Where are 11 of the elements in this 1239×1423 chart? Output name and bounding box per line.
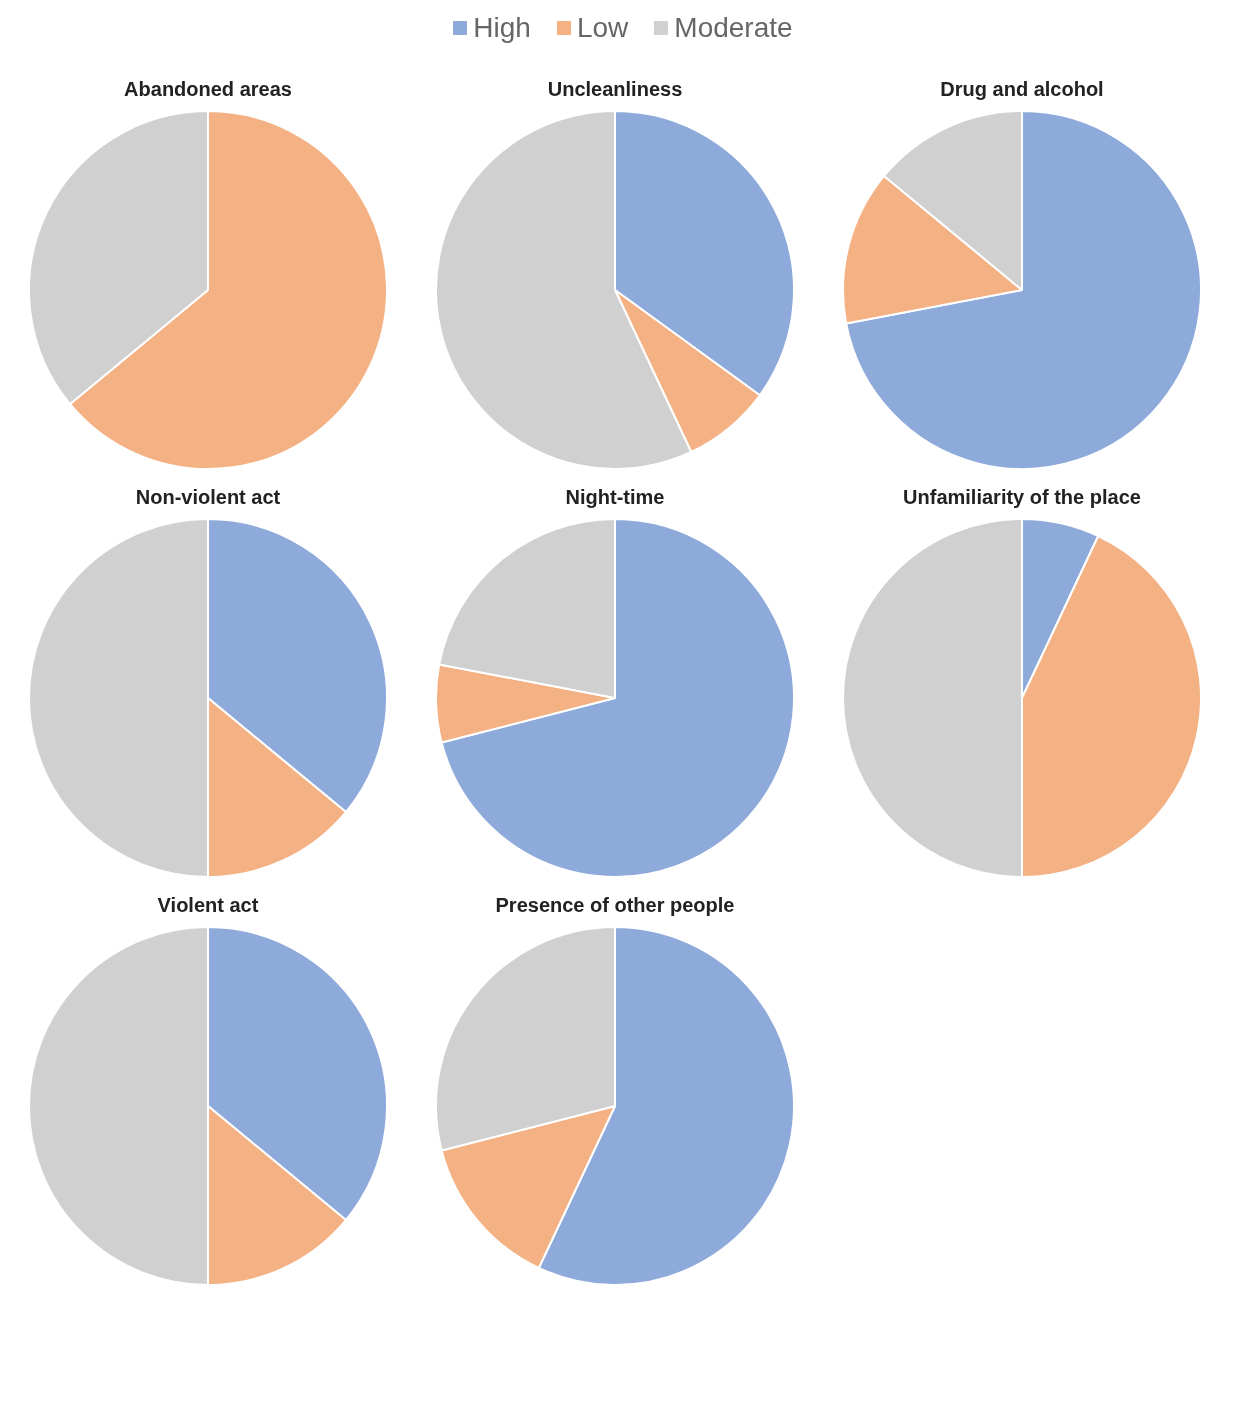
legend-label: Moderate [674,12,793,44]
legend-label: Low [576,12,629,44]
chart-title: Drug and alcohol [940,77,1104,100]
text: Abandoned areas [124,77,292,100]
chart-title: Unfamiliarity of the place [903,485,1141,508]
chart-title: Presence of other people [495,893,735,916]
chart-title: Uncleanliness [547,77,683,100]
chart-title: Night-time [565,485,665,508]
chart-title: Violent act [157,893,259,916]
chart-title: Non-violent act [135,485,281,508]
legend-label: High [473,12,531,44]
